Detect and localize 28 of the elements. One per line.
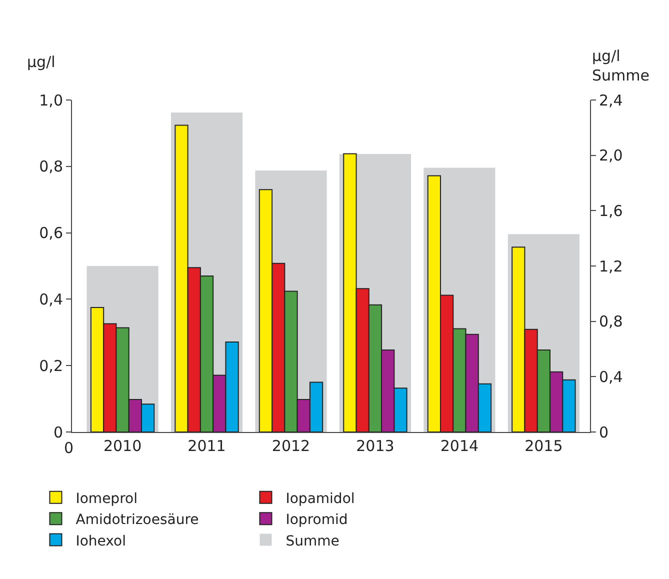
legend-label: Summe (286, 533, 340, 550)
y2-tick-label: 1,6 (599, 202, 623, 220)
y2-tick-label: 1,2 (599, 257, 623, 276)
y-axis-title: µg/l (27, 53, 56, 71)
x-tick-label: 2013 (356, 437, 394, 455)
x-tick-label: 2010 (103, 437, 142, 455)
y-tick-label: 0,2 (39, 356, 63, 375)
y-tick-label: 0,4 (39, 290, 63, 308)
x-tick-label: 2011 (188, 437, 226, 455)
y2-tick-label: 0,8 (599, 312, 623, 331)
legend-label: Iopromid (286, 512, 348, 528)
y2-tick-label: 2,0 (599, 146, 623, 165)
x-tick-label: 2015 (524, 437, 563, 455)
x-tick-label: 2012 (272, 437, 310, 455)
y2-axis-title: µg/l Summe (592, 47, 650, 84)
y2-tick-label: 0 (599, 423, 609, 442)
legend-label: Amidotrizoesäure (76, 512, 199, 528)
legend-label: Iopamidol (286, 490, 355, 507)
x-tick-label: 2014 (440, 437, 479, 455)
legend-label: Iomeprol (76, 490, 138, 507)
y2-tick-label: 0,4 (599, 368, 623, 386)
y2-tick-label: 2,4 (599, 91, 623, 110)
y-tick-label: 0,8 (39, 158, 63, 176)
y-tick-label: 1,0 (39, 91, 63, 110)
y-tick-label: 0,6 (39, 224, 63, 242)
y-tick-label: 0 (53, 423, 63, 442)
text: 0 (64, 439, 74, 457)
legend-label: Iohexol (76, 533, 126, 550)
